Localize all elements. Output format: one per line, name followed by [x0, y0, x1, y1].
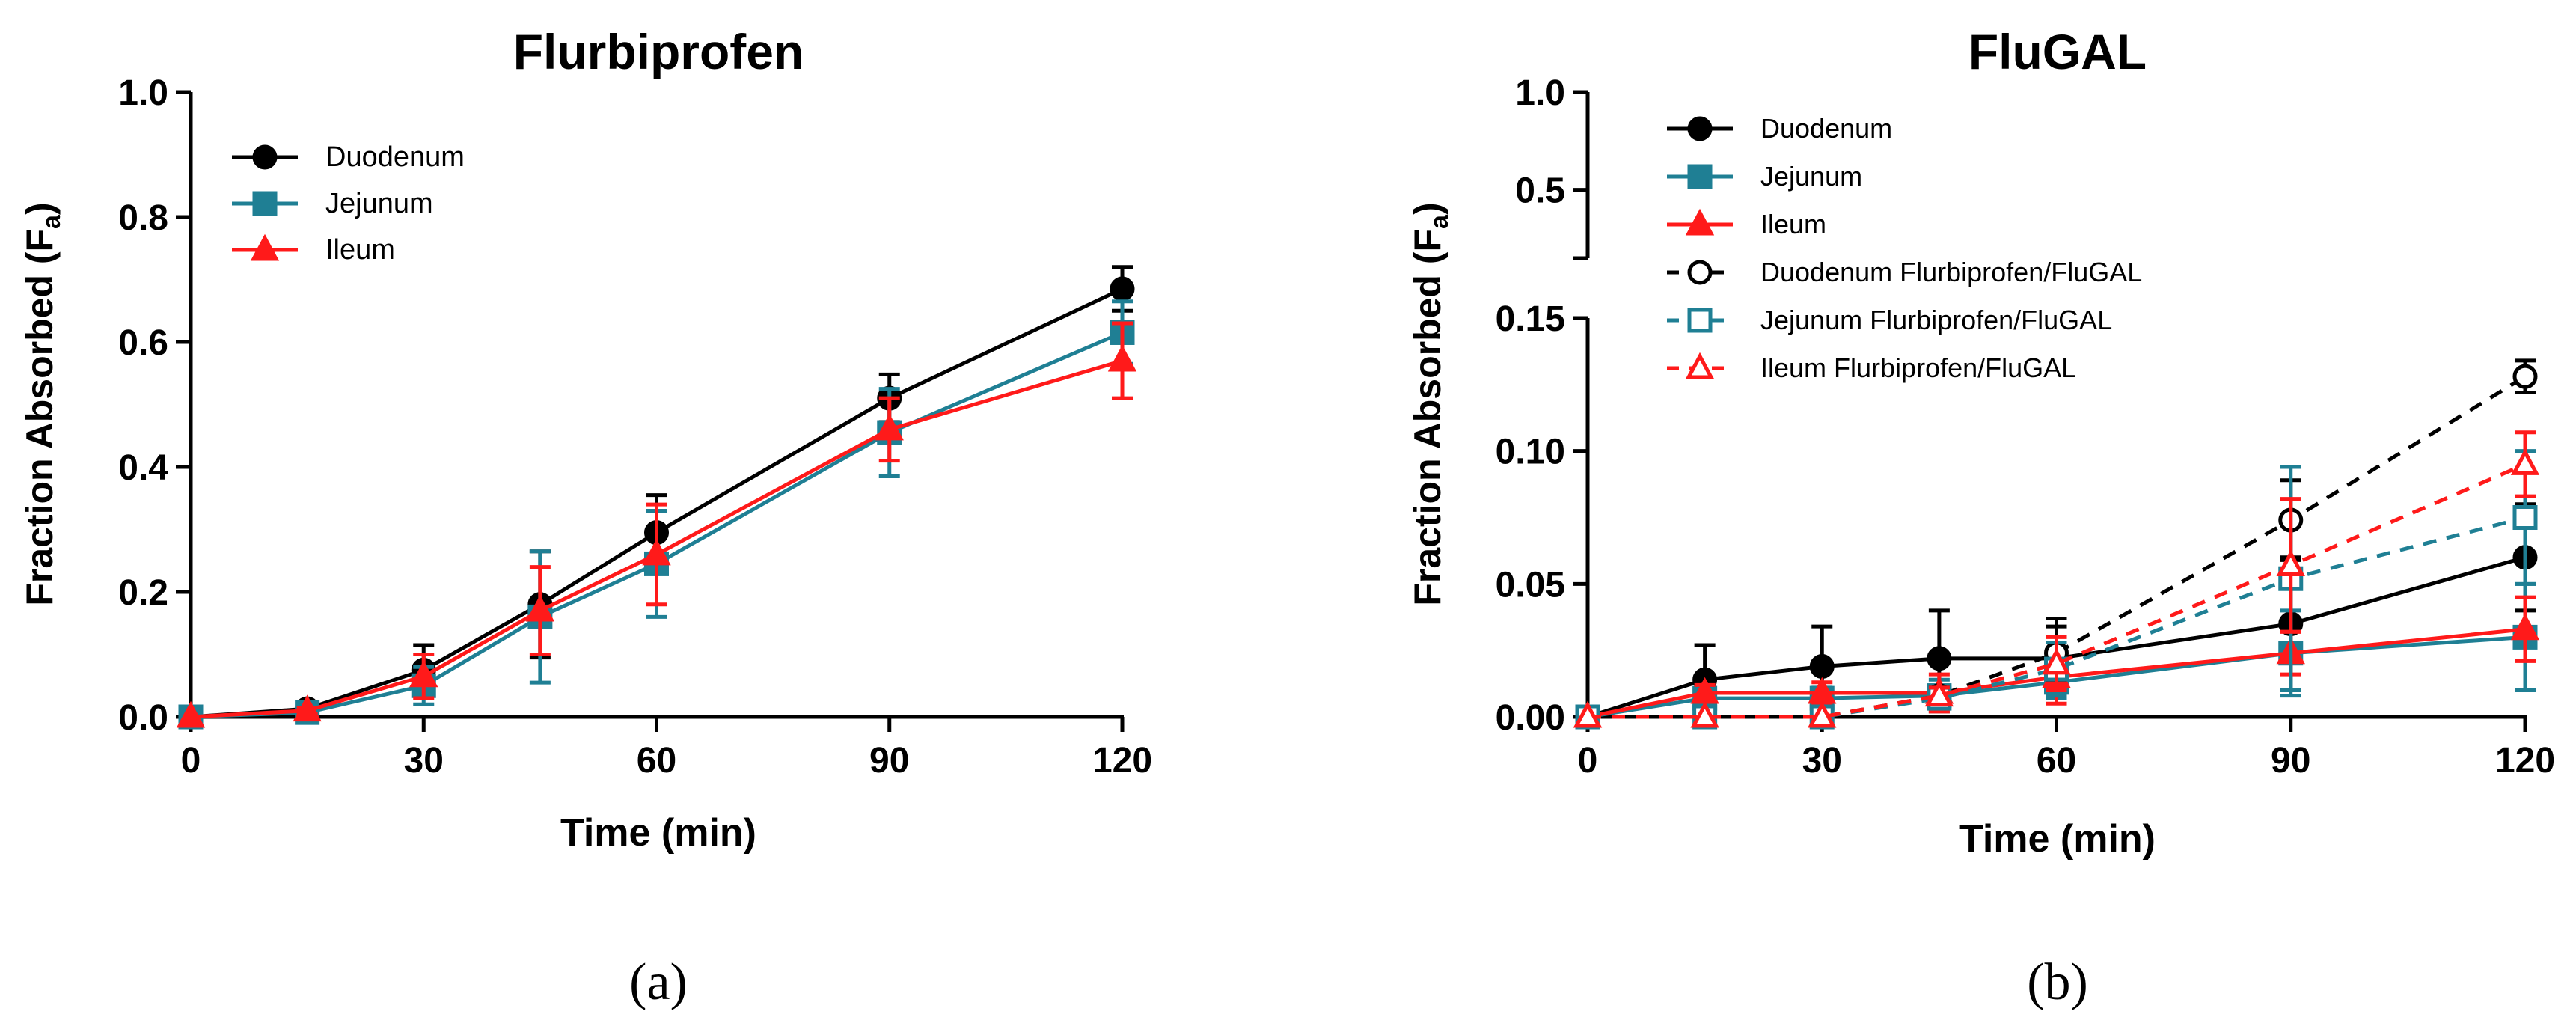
- x-tick-label: 120: [2495, 741, 2555, 781]
- panel-a-chart: Flurbiprofen 0.0 0.2 0.4 0.6 0.8 1.0 0 30 60 90 120…: [19, 24, 1152, 1011]
- y-axis-label: Fraction Absorbed (Fa): [1407, 202, 1454, 605]
- legend-label-ileum-flurbiprofen-flugal: Ileum Flurbiprofen/FluGAL: [1760, 352, 2076, 383]
- data-point-jejunum-flurbiprofen-flugal: [2512, 505, 2538, 530]
- y-tick-label: 0.8: [118, 198, 168, 238]
- data-point-ileum: [525, 594, 555, 622]
- panel-b-chart: FluGAL 0.5 1.0 0.00 0.05 0.10 0.15 0 30 60 90 120 Ti…: [1407, 24, 2555, 1011]
- legend-label-jejunum: Jejunum: [325, 188, 433, 219]
- legend-label-ileum: Ileum: [1760, 209, 1826, 239]
- legend-marker-duodenum-flurbiprofen-flugal: [1687, 260, 1713, 285]
- legend-marker-jejunum: [1687, 164, 1713, 189]
- x-tick-label: 30: [404, 741, 444, 781]
- data-point-ileum-flurbiprofen-flugal: [2042, 647, 2071, 675]
- y-tick-label: 1.0: [118, 73, 168, 113]
- x-tick-label: 0: [181, 741, 201, 781]
- legend-marker-jejunum: [252, 191, 278, 216]
- legend-marker-duodenum: [1687, 116, 1713, 141]
- y-tick-label: 0.00: [1496, 698, 1565, 738]
- legend-label-duodenum: Duodenum: [325, 141, 465, 173]
- x-axis-label: Time (min): [560, 811, 756, 855]
- series-ileum: [176, 321, 1137, 728]
- legend-label-duodenum-flurbiprofen-flugal: Duodenum Flurbiprofen/FluGAL: [1760, 257, 2142, 287]
- x-tick-label: 60: [637, 741, 676, 781]
- data-point-ileum-flurbiprofen-flugal: [2510, 448, 2540, 475]
- x-tick-label: 60: [2037, 741, 2076, 781]
- y-tick-label: 0.2: [118, 573, 168, 613]
- data-point-ileum-flurbiprofen-flugal: [1690, 700, 1719, 728]
- chart-title: FluGAL: [1968, 24, 2147, 79]
- data-point-ileum: [2510, 613, 2540, 641]
- data-point-ileum-flurbiprofen-flugal: [1808, 700, 1837, 728]
- data-point-ileum: [642, 538, 671, 566]
- series-duodenum: [178, 265, 1135, 730]
- x-tick-label: 90: [2271, 741, 2310, 781]
- x-tick-label: 0: [1578, 741, 1598, 781]
- data-point-duodenum-flurbiprofen-flugal: [2512, 364, 2538, 389]
- legend-label-ileum: Ileum: [325, 234, 395, 266]
- x-tick-label: 120: [1092, 741, 1152, 781]
- data-point-ileum: [293, 694, 322, 722]
- y-tick-label: 0.6: [118, 323, 168, 363]
- series-ileum-flurbiprofen-flugal: [1573, 430, 2540, 728]
- data-point-ileum: [176, 700, 206, 728]
- data-point-duodenum: [1927, 646, 1952, 671]
- legend: Duodenum Jejunum Ileum: [232, 141, 465, 266]
- data-point-ileum-flurbiprofen-flugal: [2276, 549, 2305, 576]
- legend-marker-ileum: [250, 233, 280, 261]
- data-point-ileum: [1107, 344, 1137, 372]
- panel-label-a: (a): [629, 953, 688, 1011]
- x-tick-label: 90: [869, 741, 909, 781]
- y-tick-label: 0.05: [1496, 565, 1565, 605]
- legend-marker-ileum-flurbiprofen-flugal: [1685, 352, 1715, 379]
- y-axis-label: Fraction Absorbed (Fa): [19, 202, 66, 605]
- chart-title: Flurbiprofen: [513, 24, 804, 79]
- legend-label-jejunum: Jejunum: [1760, 161, 1862, 192]
- y-tick-label: 0.5: [1515, 171, 1565, 211]
- y-tick-label: 0.15: [1496, 299, 1565, 339]
- x-tick-label: 30: [1802, 741, 1842, 781]
- y-tick-label: 0.0: [118, 698, 168, 738]
- data-point-ileum: [409, 660, 438, 688]
- data-point-duodenum: [1110, 276, 1135, 302]
- legend: Duodenum Jejunum Ileum Duodenum Flurbiprofe…: [1667, 113, 2142, 383]
- legend-marker-ileum: [1685, 208, 1715, 236]
- legend-label-duodenum: Duodenum: [1760, 113, 1892, 144]
- data-point-ileum-flurbiprofen-flugal: [1924, 680, 1954, 707]
- y-tick-label: 1.0: [1515, 73, 1565, 113]
- x-axis-label: Time (min): [1959, 817, 2156, 861]
- data-point-ileum: [875, 413, 904, 441]
- data-point-ileum-flurbiprofen-flugal: [1573, 700, 1603, 728]
- panel-label-b: (b): [2027, 953, 2088, 1011]
- legend-label-jejunum-flurbiprofen-flugal: Jejunum Flurbiprofen/FluGAL: [1760, 305, 2112, 335]
- legend-marker-jejunum-flurbiprofen-flugal: [1687, 308, 1713, 333]
- data-point-duodenum: [1809, 653, 1835, 679]
- y-tick-label: 0.10: [1496, 433, 1565, 472]
- legend-marker-duodenum: [252, 144, 278, 170]
- y-tick-label: 0.4: [118, 448, 168, 488]
